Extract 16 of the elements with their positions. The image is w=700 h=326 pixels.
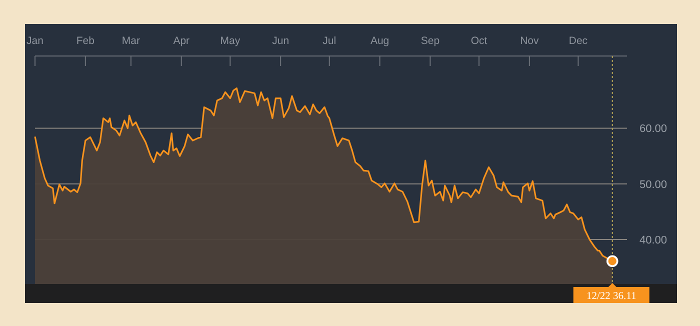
y-tick-label: 50.00 xyxy=(639,178,667,191)
x-tick-label: Nov xyxy=(520,35,540,47)
y-tick-label: 40.00 xyxy=(639,234,667,246)
x-tick-label: Feb xyxy=(76,35,95,47)
x-tick-label: Aug xyxy=(370,35,390,47)
x-tick-label: Dec xyxy=(568,35,588,47)
x-tick-label: Oct xyxy=(470,35,488,47)
x-tick-label: Jan xyxy=(26,35,44,47)
x-tick-label: Jun xyxy=(272,35,290,47)
x-tick-label: Sep xyxy=(420,35,440,47)
x-tick-label: Mar xyxy=(122,35,140,47)
annotation: 12/22 36.11 xyxy=(586,291,636,302)
y-tick-label: 60.00 xyxy=(639,123,667,136)
x-tick-label: May xyxy=(220,35,241,47)
x-tick-label: Jul xyxy=(322,35,336,47)
x-tick-label: Apr xyxy=(173,35,190,47)
